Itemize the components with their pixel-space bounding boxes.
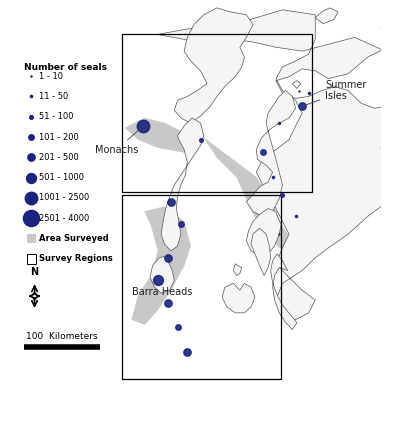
Point [174, 323, 181, 330]
Text: 201 - 500: 201 - 500 [39, 153, 79, 162]
Text: 51 - 100: 51 - 100 [39, 112, 73, 121]
Bar [122, 34, 312, 192]
Point [279, 191, 286, 198]
Point [140, 123, 147, 129]
Text: Number of seals: Number of seals [24, 63, 107, 72]
Polygon shape [233, 264, 242, 275]
Point [276, 231, 282, 237]
Text: 100  Kilometers: 100 Kilometers [26, 332, 97, 341]
Point [296, 88, 302, 95]
Point [259, 149, 266, 156]
Point [28, 154, 34, 161]
Point [197, 136, 204, 143]
Point [269, 174, 276, 181]
Polygon shape [150, 256, 174, 293]
Polygon shape [315, 8, 338, 24]
Point [155, 277, 161, 284]
Point [299, 103, 305, 110]
Point [28, 195, 34, 201]
Point [28, 215, 34, 222]
Polygon shape [222, 283, 255, 313]
Point [28, 134, 34, 140]
Bar [122, 195, 281, 379]
Text: Monachs: Monachs [95, 128, 142, 154]
Polygon shape [246, 209, 281, 256]
Polygon shape [158, 10, 401, 320]
Point [164, 254, 171, 261]
Polygon shape [292, 81, 301, 88]
Text: Barra Heads: Barra Heads [132, 280, 192, 297]
Bar [26, 233, 36, 244]
Text: 501 - 1000: 501 - 1000 [39, 173, 84, 182]
Text: Summer
Isles: Summer Isles [305, 80, 367, 105]
Text: 1 - 10: 1 - 10 [39, 71, 63, 81]
Point [168, 198, 174, 205]
Point [28, 113, 34, 120]
Bar [26, 254, 36, 264]
Point [164, 299, 171, 306]
Point [306, 90, 312, 97]
Point [28, 73, 34, 80]
Text: 11 - 50: 11 - 50 [39, 92, 68, 101]
Text: 101 - 200: 101 - 200 [39, 132, 79, 142]
Text: Area Surveyed: Area Surveyed [39, 234, 109, 243]
Point [28, 174, 34, 181]
Point [292, 213, 299, 220]
Polygon shape [251, 228, 271, 275]
Polygon shape [125, 118, 197, 152]
Text: 1001 - 2500: 1001 - 2500 [39, 193, 89, 203]
Polygon shape [132, 206, 190, 324]
Point [276, 120, 282, 126]
Polygon shape [246, 91, 296, 217]
Polygon shape [161, 118, 204, 251]
Text: Survey Regions: Survey Regions [39, 254, 113, 264]
Point [184, 349, 190, 356]
Polygon shape [204, 138, 296, 251]
Point [178, 221, 184, 228]
Point [28, 93, 34, 100]
Polygon shape [174, 8, 253, 123]
Polygon shape [271, 254, 297, 330]
Text: 2501 - 4000: 2501 - 4000 [39, 214, 89, 223]
Text: N: N [30, 267, 38, 277]
